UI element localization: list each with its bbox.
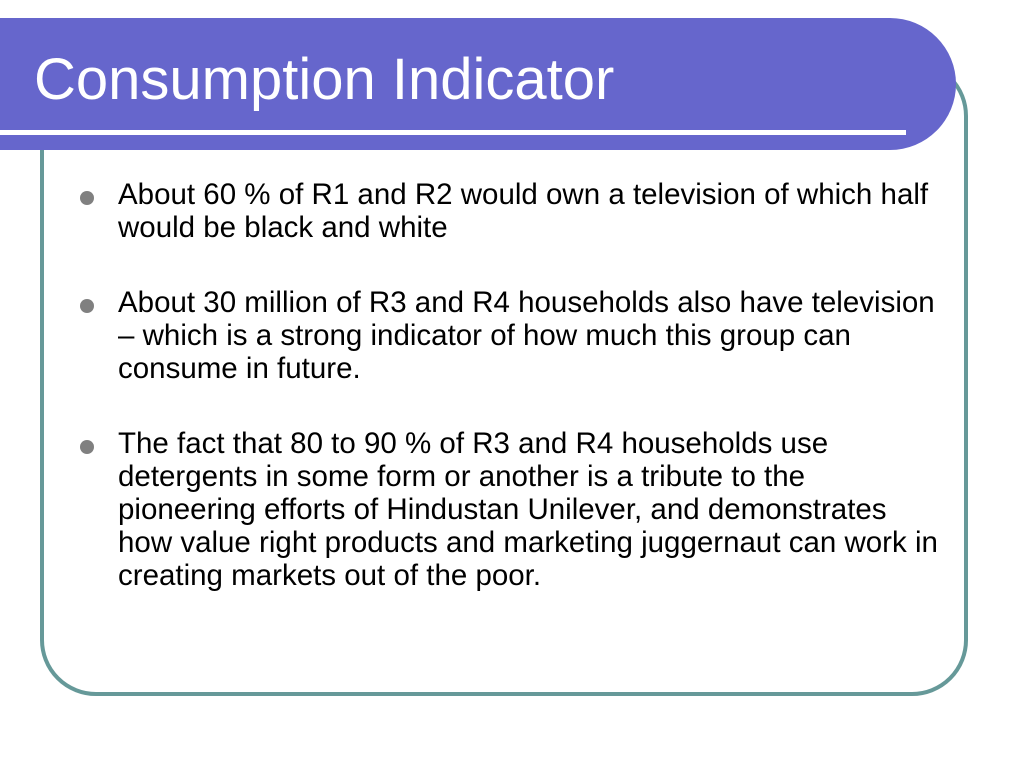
title-banner	[0, 18, 956, 150]
bullet-dot-icon	[80, 299, 94, 313]
content-frame	[40, 60, 968, 696]
bullet-text: About 30 million of R3 and R4 households…	[118, 286, 935, 385]
bullet-text: About 60 % of R1 and R2 would own a tele…	[118, 178, 929, 244]
bullet-item: About 30 million of R3 and R4 households…	[78, 286, 948, 385]
bullet-dot-icon	[80, 191, 94, 205]
bullet-item: About 60 % of R1 and R2 would own a tele…	[78, 178, 948, 244]
bullet-text: The fact that 80 to 90 % of R3 and R4 ho…	[118, 427, 938, 592]
bullet-list: About 60 % of R1 and R2 would own a tele…	[78, 178, 948, 634]
slide-title: Consumption Indicator	[34, 47, 615, 112]
bullet-item: The fact that 80 to 90 % of R3 and R4 ho…	[78, 427, 948, 592]
bullet-dot-icon	[80, 440, 94, 454]
title-underline	[0, 130, 906, 135]
